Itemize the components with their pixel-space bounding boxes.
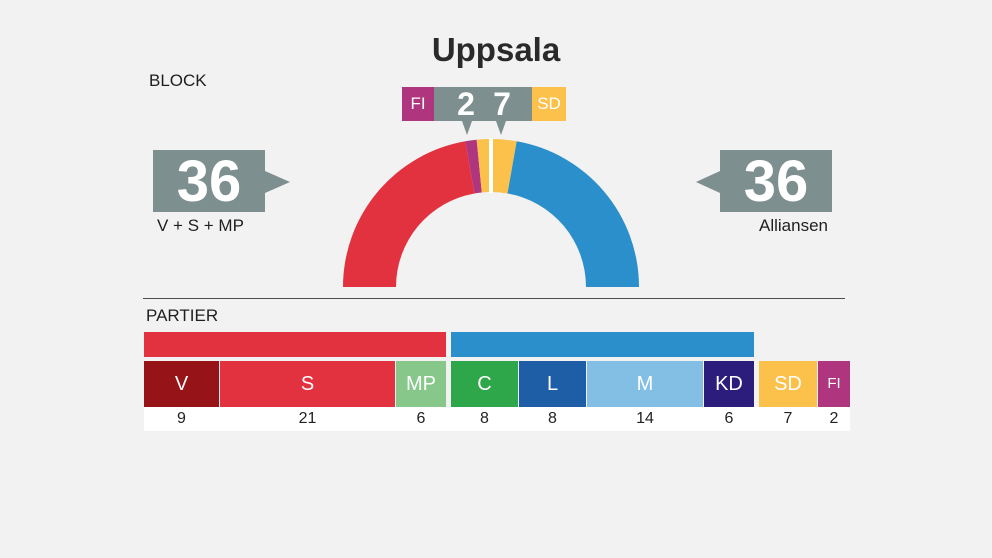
seat-count-m: 14 [636,410,654,427]
seat-count-sd: 7 [783,410,793,427]
left-block-pointer [265,171,290,193]
party-seat-chart: V 9 S 21 MP 6 C 8 L 8 M 14 KD 6 SD 7 FI 2 [0,332,992,431]
badge-sd-pointer [496,121,506,135]
left-block-seats: 36 [153,150,265,214]
party-bar-l: L [519,361,586,407]
left-block-label: V + S + MP [157,216,244,235]
seat-count-v: 9 [177,410,186,427]
badge-fi-pointer [462,121,472,135]
seat-count-mp: 6 [416,410,426,427]
party-bar-v: V [144,361,219,407]
seat-count-strip [144,407,850,431]
slice-v-s-mp [343,141,475,287]
party-bar-s: S [220,361,395,407]
right-block-pointer [696,171,720,193]
party-bar-mp: MP [396,361,446,407]
block-half-donut [343,138,639,287]
right-block-summary: 36 Alliansen [696,150,832,235]
badge-sd-seats: 7 [493,86,511,122]
slice-alliansen [507,141,639,287]
slice-sd [476,139,517,194]
seat-count-kd: 6 [724,410,734,427]
party-bar-fi: FI [818,361,850,407]
seat-count-l: 8 [548,410,557,427]
party-bar-sd: SD [759,361,817,407]
seat-count-s: 21 [298,410,317,427]
left-block-summary: 36 V + S + MP [153,150,290,235]
block-bar-alliansen [451,332,754,357]
slice-fi [465,139,482,194]
page-title: Uppsala [431,31,561,68]
badge-fi-label: FI [402,87,434,121]
badge-sd-label: SD [532,87,566,121]
party-section-label: PARTIER [146,306,219,325]
seat-count-c: 8 [480,410,489,427]
badge-fi-seats: 2 [457,86,475,122]
party-bar-m: M [587,361,703,407]
seat-count-fi: 2 [829,410,839,427]
block-bar-v-s-mp [144,332,446,357]
right-block-seats: 36 [720,150,832,214]
section-divider [143,298,845,299]
badge-seat-counts: 2 7 [434,87,532,121]
block-section-label: BLOCK [149,71,207,90]
party-bar-kd: KD [704,361,754,407]
small-party-badges: FI 2 7 SD [402,87,566,136]
right-block-label: Alliansen [759,216,828,235]
party-bar-c: C [451,361,518,407]
